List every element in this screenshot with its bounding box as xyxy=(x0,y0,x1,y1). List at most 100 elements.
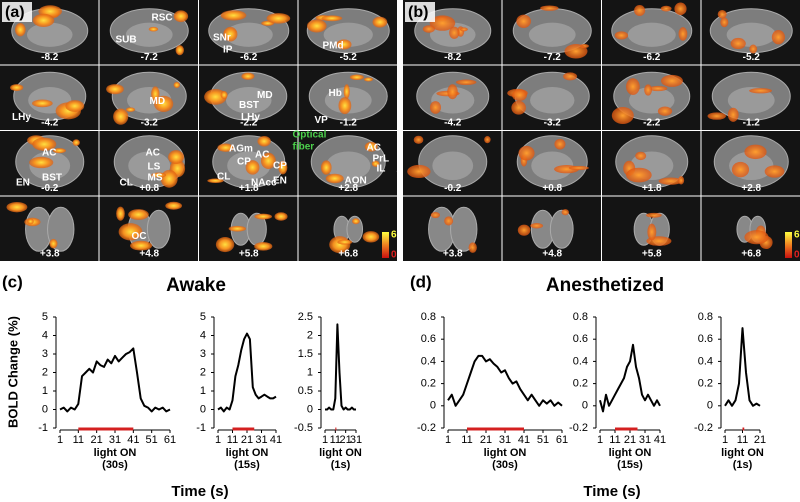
activation-blob xyxy=(611,107,634,125)
region-label: AC xyxy=(146,148,160,159)
region-label: AC xyxy=(367,143,381,154)
region-label: AC xyxy=(42,148,56,159)
slice-coordinate: +0.8 xyxy=(139,183,159,194)
slice-coordinate: +3.8 xyxy=(40,249,60,260)
activation-blob xyxy=(151,172,167,178)
x-tick-label: 11 xyxy=(737,434,748,446)
activation-blob xyxy=(204,88,227,105)
y-tick-label: 0.8 xyxy=(421,311,436,323)
brain-slice: +0.8 xyxy=(502,131,601,196)
activation-blob xyxy=(744,230,769,245)
x-tick-label: 31 xyxy=(639,434,651,446)
y-axis-label: BOLD Change (%) xyxy=(5,316,20,428)
region-label: EN xyxy=(273,176,287,187)
activation-blob xyxy=(130,240,153,251)
y-tick-label: 3 xyxy=(42,348,48,360)
activation-blob xyxy=(362,231,380,243)
region-label: CL xyxy=(120,178,133,189)
brain-slice: -8.2 xyxy=(0,0,99,65)
region-label: PrL xyxy=(373,154,390,165)
brain-slice: -6.2 xyxy=(602,0,701,65)
slice-coordinate: +2.8 xyxy=(741,183,761,194)
activation-blob xyxy=(278,160,288,175)
activation-blob xyxy=(118,223,143,241)
x-tick-label: 21 xyxy=(624,434,636,446)
activation-blob xyxy=(749,44,758,54)
slice-coordinate: -5.2 xyxy=(340,52,358,63)
region-label: MD xyxy=(257,90,273,101)
brain-slice: -0.2 AC EN BST xyxy=(0,131,99,196)
brain-inner xyxy=(225,87,272,114)
activation-blob xyxy=(32,13,55,27)
x-tick-label: 41 xyxy=(127,434,139,446)
region-label: IP xyxy=(223,45,233,56)
y-tick-label: 0.4 xyxy=(698,355,713,367)
slice-coordinate: -2.2 xyxy=(643,118,661,129)
slice-coordinate: -1.2 xyxy=(340,118,358,129)
activation-blob xyxy=(468,242,477,253)
activation-blob xyxy=(568,165,589,171)
activation-blob xyxy=(635,151,647,161)
activation-blob xyxy=(307,19,327,33)
activation-blob xyxy=(337,239,353,245)
region-label: BST xyxy=(239,100,259,111)
activation-blob xyxy=(771,30,785,45)
x-tick-label: 11 xyxy=(73,434,84,446)
slice-coordinate: -3.2 xyxy=(544,118,562,129)
brain-slice: +6.8 xyxy=(298,196,397,261)
colorbar xyxy=(382,232,389,258)
brain-inner xyxy=(323,22,373,47)
x-tick-label: 31 xyxy=(499,434,511,446)
stimulus-label: light ON xyxy=(94,447,137,459)
activation-blob xyxy=(72,139,80,146)
x-tick-label: 11 xyxy=(330,434,341,446)
brain-slice: +3.8 xyxy=(403,196,502,261)
series-line xyxy=(325,323,356,411)
brain-slice: +4.8 OC xyxy=(99,196,198,261)
colorbar xyxy=(785,232,792,258)
plots: (c) Awake Time (s) BOLD Change (%) (d) Anesth… xyxy=(2,272,766,499)
activation-blob xyxy=(540,5,559,11)
activation-blob xyxy=(321,15,343,22)
activation-blob xyxy=(449,26,460,39)
activation-blob xyxy=(168,150,185,165)
y-tick-label: 1.5 xyxy=(298,348,313,360)
brain-slice: -7.2 xyxy=(502,0,601,65)
activation-blob xyxy=(207,178,224,183)
activation-blob xyxy=(363,77,374,82)
x-tick-label: 21 xyxy=(480,434,492,446)
y-tick-label: -1 xyxy=(196,422,206,434)
region-label: AC xyxy=(255,150,269,161)
slice-coordinate: -7.2 xyxy=(544,52,562,63)
activation-blob xyxy=(460,27,468,32)
activation-blob xyxy=(674,2,687,16)
activation-blob xyxy=(644,84,652,96)
activation-blob xyxy=(484,136,491,144)
x-tick-label: 21 xyxy=(754,434,766,446)
activation-blob xyxy=(717,9,727,19)
slice-coordinate: +3.8 xyxy=(443,249,463,260)
activation-blob xyxy=(429,101,442,114)
y-tick-label: 0.6 xyxy=(421,333,436,345)
panel-title: Anesthetized xyxy=(546,275,664,296)
brain-slice: -3.2 xyxy=(502,65,601,130)
x-tick-label: 1 xyxy=(215,434,221,446)
brain-inner xyxy=(432,151,474,181)
slice-coordinate: +6.8 xyxy=(741,249,761,260)
y-tick-label: 0 xyxy=(200,403,206,415)
x-tick-label: 1 xyxy=(57,434,63,446)
y-tick-label: 0 xyxy=(430,400,436,412)
region-label: VP xyxy=(315,115,329,126)
brain-slice: +2.8 xyxy=(701,131,800,196)
x-tick-label: 1 xyxy=(722,434,728,446)
activation-blob xyxy=(648,85,668,92)
y-tick-label: -0.5 xyxy=(294,422,313,434)
activation-blob xyxy=(413,135,424,144)
x-tick-label: 31 xyxy=(350,434,362,446)
x-axis-label: Time (s) xyxy=(583,483,640,500)
activation-blob xyxy=(727,107,739,122)
